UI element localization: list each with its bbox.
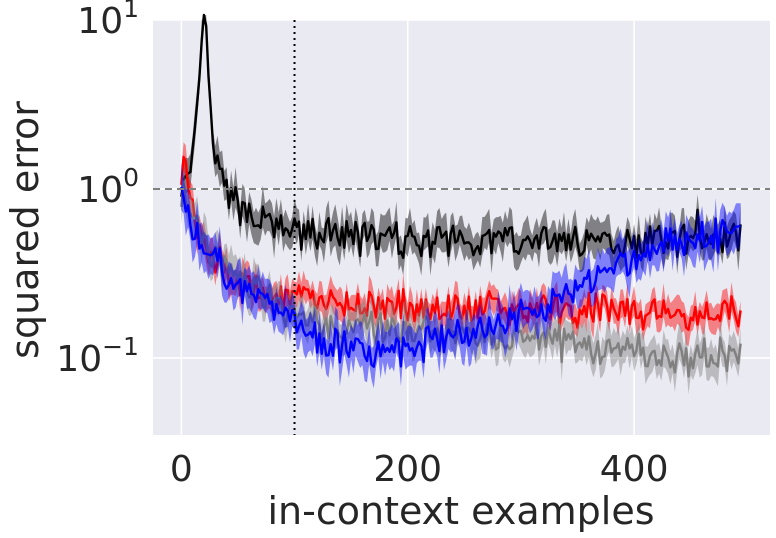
series-band-3	[181, 163, 741, 389]
x-tick-label: 400	[600, 449, 669, 490]
y-tick-label: 101	[77, 0, 139, 42]
series-line-3	[180, 186, 741, 368]
series-line-1	[180, 155, 742, 331]
grid-lines	[153, 19, 770, 435]
y-tick-label: 100	[77, 163, 139, 211]
series-layer	[180, 13, 742, 395]
plot-background	[153, 20, 770, 435]
y-axis-label: squared error	[3, 101, 47, 359]
x-tick-label: 0	[170, 449, 193, 490]
x-tick-label: 200	[373, 449, 442, 490]
x-tick-labels: 0 200 400	[170, 449, 669, 490]
x-axis-label: in-context examples	[267, 489, 654, 533]
reference-lines	[153, 20, 770, 435]
y-tick-labels: 10−1 100 101	[56, 0, 139, 380]
series-line-0	[180, 13, 742, 259]
series-line-2	[180, 180, 742, 378]
y-tick-label: 10−1	[56, 332, 139, 380]
